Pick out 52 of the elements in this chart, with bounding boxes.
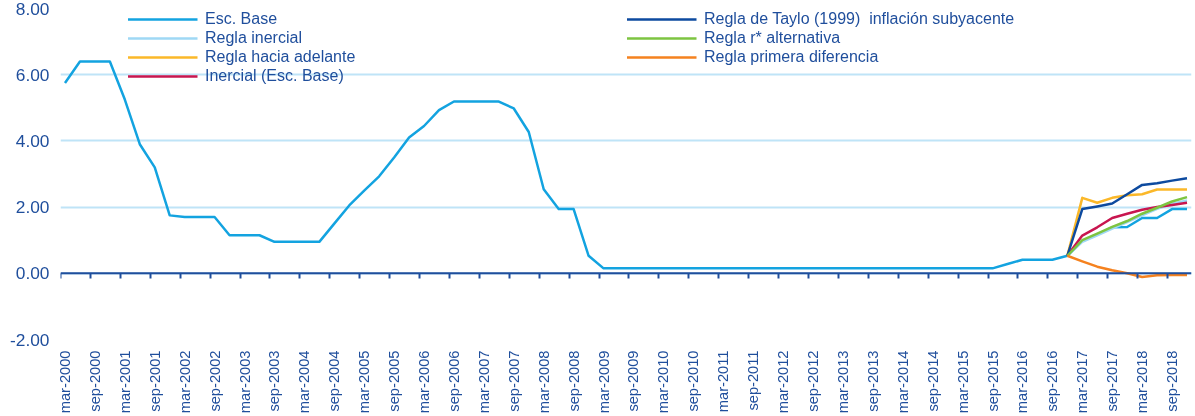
x-tick-label: sep-2017 [1104, 350, 1121, 412]
y-tick-label: -2.00 [10, 329, 50, 350]
x-tick-label: sep-2003 [266, 350, 283, 412]
x-tick-label: mar-2013 [834, 350, 851, 414]
x-tick-label: sep-2009 [625, 350, 642, 412]
x-tick-label: mar-2003 [236, 350, 253, 414]
x-tick-label: sep-2012 [805, 350, 821, 412]
x-tick-label: sep-2000 [86, 350, 103, 412]
x-tick-label: mar-2001 [116, 350, 133, 414]
y-tick-label: 4.00 [15, 130, 50, 151]
legend-label: Regla inercial [205, 29, 303, 47]
y-tick-label: 6.00 [15, 64, 50, 85]
x-tick-label: mar-2007 [475, 350, 492, 414]
x-tick-label: sep-2002 [206, 350, 223, 412]
x-tick-label: mar-2014 [894, 350, 911, 414]
x-tick-label: sep-2015 [984, 350, 1001, 412]
x-tick-label: sep-2001 [146, 350, 163, 412]
x-tick-label: sep-2005 [386, 350, 403, 412]
y-tick-label: 0.00 [15, 263, 50, 284]
legend-label: Regla primera diferencia [704, 48, 880, 66]
x-tick-label: sep-2008 [565, 350, 582, 412]
x-tick-label: sep-2006 [445, 350, 462, 412]
legend-label: Regla r* alternativa [704, 29, 842, 47]
x-tick-label: mar-2010 [655, 350, 672, 414]
y-tick-label: 2.00 [15, 197, 50, 218]
x-tick-label: mar-2002 [176, 350, 193, 414]
legend-label: Esc. Base [205, 10, 279, 28]
y-tick-label: 8.00 [15, 0, 50, 19]
legend-label: Regla hacia adelante [205, 48, 357, 66]
x-tick-label: mar-2017 [1074, 350, 1091, 414]
x-tick-label: mar-2009 [595, 350, 612, 414]
x-tick-label: sep-2007 [505, 350, 522, 412]
x-tick-label: sep-2011 [745, 350, 762, 411]
x-tick-label: mar-2008 [535, 350, 552, 414]
x-tick-label: mar-2004 [296, 350, 313, 414]
x-tick-label: sep-2014 [924, 350, 941, 412]
legend-label: Inercial (Esc. Base) [205, 67, 345, 85]
x-tick-label: mar-2000 [56, 350, 73, 414]
x-tick-label: mar-2018 [1134, 350, 1151, 414]
x-tick-label: sep-2004 [326, 350, 343, 412]
line-series [1066, 254, 1189, 279]
x-tick-label: mar-2015 [954, 350, 971, 414]
x-tick-label: sep-2016 [1044, 350, 1061, 412]
x-tick-label: mar-2006 [416, 350, 433, 414]
x-tick-label: mar-2005 [356, 350, 373, 414]
x-tick-label: mar-2011 [715, 350, 732, 413]
x-tick-label: mar-2012 [775, 350, 792, 414]
x-tick-label: sep-2018 [1164, 350, 1181, 412]
x-tick-label: mar-2016 [1014, 350, 1031, 414]
x-tick-label: sep-2013 [864, 350, 881, 412]
x-tick-label: sep-2010 [685, 350, 702, 412]
legend-label: Regla de Taylo (1999) inflación subyacente [704, 10, 1016, 28]
